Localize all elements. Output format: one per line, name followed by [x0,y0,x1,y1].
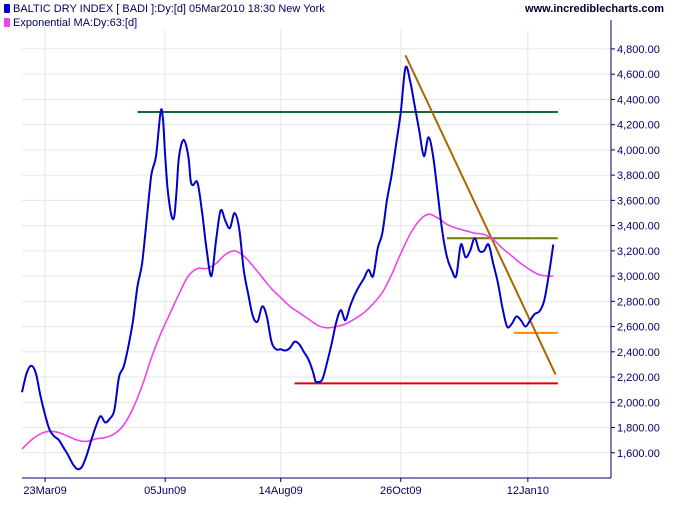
watermark: www.incrediblecharts.com [524,3,664,15]
y-tick-label: 2,000.00 [617,397,660,409]
y-tick-label: 4,200.00 [617,120,660,132]
y-tick-label: 3,800.00 [617,170,660,182]
y-tick-label: 3,000.00 [617,271,660,283]
y-tick-label: 2,400.00 [617,347,660,359]
y-tick-label: 1,600.00 [617,448,660,460]
y-tick-label: 4,600.00 [617,69,660,81]
y-tick-label: 3,600.00 [617,195,660,207]
legend-label-ma: Exponential MA:Dy:63:[d] [13,17,137,29]
legend-swatch-ma [4,18,10,27]
legend-label-price: BALTIC DRY INDEX [ BADI ]:Dy:[d] 05Mar20… [13,3,325,15]
x-tick-label: 05Jun09 [144,485,186,497]
y-tick-label: 4,000.00 [617,145,660,157]
series-layer [21,65,555,471]
x-tick-label: 12Jan10 [507,485,549,497]
y-tick-label: 1,800.00 [617,423,660,435]
y-tick-label: 2,800.00 [617,296,660,308]
legend-swatch-price [4,4,10,13]
grid-layer [22,30,611,478]
y-tick-label: 3,400.00 [617,221,660,233]
y-tick-label: 3,200.00 [617,246,660,258]
series-line-price [21,65,555,471]
x-tick-label: 14Aug09 [259,485,303,497]
legend: BALTIC DRY INDEX [ BADI ]:Dy:[d] 05Mar20… [4,3,325,29]
y-tick-label: 4,400.00 [617,94,660,106]
x-tick-label: 26Oct09 [380,485,422,497]
series-line-ma [21,213,554,450]
y-tick-label: 2,200.00 [617,372,660,384]
y-tick-label: 2,600.00 [617,322,660,334]
axis-layer: 1,600.00 1,800.00 2,000.00 2,200.00 2,400.00… [22,20,660,497]
y-tick-label: 4,800.00 [617,44,660,56]
x-tick-label: 23Mar09 [23,485,66,497]
